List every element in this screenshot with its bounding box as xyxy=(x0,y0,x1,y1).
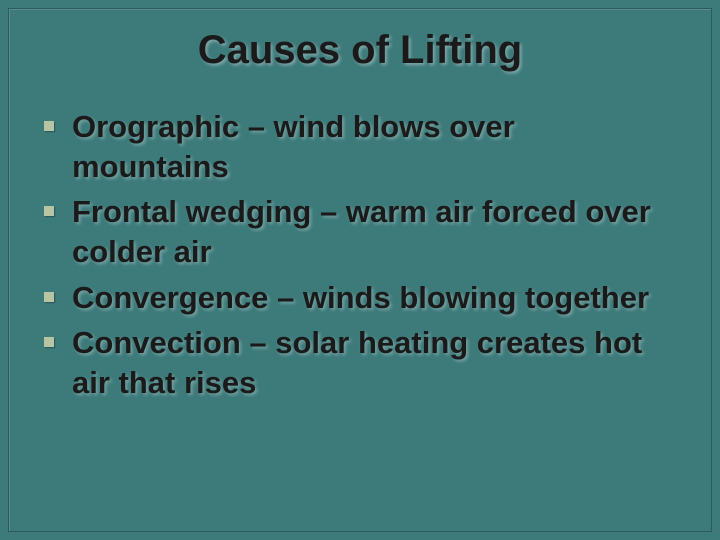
list-item-text: Convection – solar heating creates hot a… xyxy=(72,325,642,400)
slide-title: Causes of Lifting xyxy=(40,28,680,73)
list-item-text: Orographic – wind blows over mountains xyxy=(72,109,515,184)
square-bullet-icon xyxy=(44,292,54,302)
list-item: Convection – solar heating creates hot a… xyxy=(68,323,670,402)
list-item: Convergence – winds blowing together xyxy=(68,278,670,318)
list-item-text: Convergence – winds blowing together xyxy=(72,280,649,315)
bullet-list: Orographic – wind blows over mountains F… xyxy=(40,107,680,403)
list-item: Frontal wedging – warm air forced over c… xyxy=(68,192,670,271)
square-bullet-icon xyxy=(44,337,54,347)
list-item: Orographic – wind blows over mountains xyxy=(68,107,670,186)
square-bullet-icon xyxy=(44,121,54,131)
slide: Causes of Lifting Orographic – wind blow… xyxy=(0,0,720,540)
square-bullet-icon xyxy=(44,206,54,216)
list-item-text: Frontal wedging – warm air forced over c… xyxy=(72,194,651,269)
